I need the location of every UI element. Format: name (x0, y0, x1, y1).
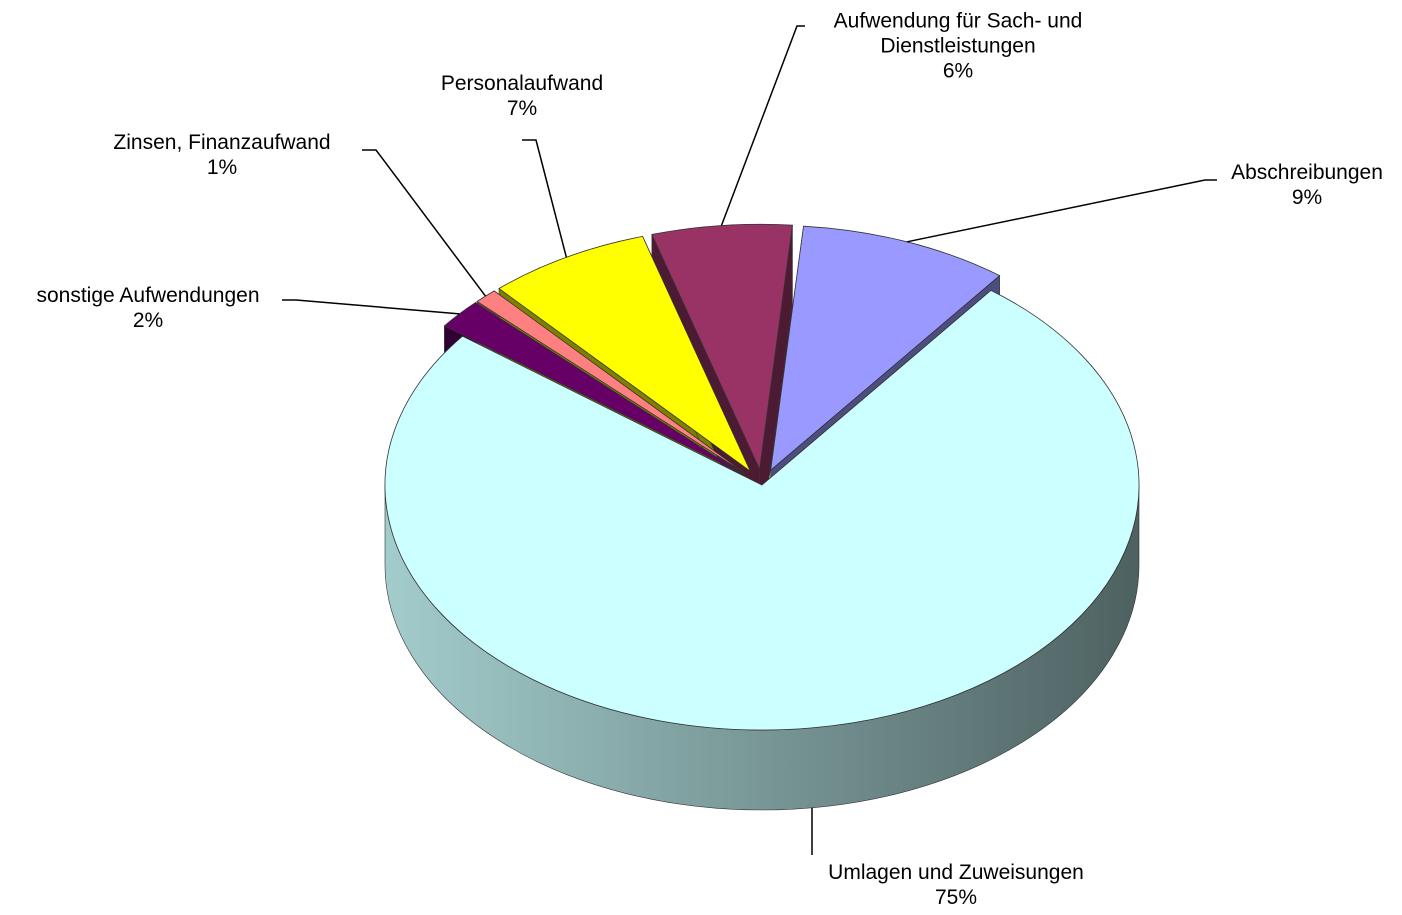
leader-line (720, 25, 805, 226)
label-name: Abschreibungen (1231, 161, 1383, 184)
label-name: Personalaufwand (440, 72, 604, 95)
label-value: 6% (942, 59, 974, 83)
slice-label: Umlagen und Zuweisungen 75% (776, 860, 1136, 910)
slice (498, 235, 752, 473)
label-name: sonstige Aufwendungen (36, 284, 260, 307)
leader-line (362, 149, 487, 297)
label-value: 2% (132, 309, 164, 332)
leader-line (522, 139, 568, 258)
leader-line (282, 299, 460, 315)
slice-label: sonstige Aufwendungen 2% (0, 283, 298, 333)
slice-label: Aufwendung für Sach- und Dienstleistunge… (798, 9, 1118, 84)
leader-line (906, 179, 1217, 243)
label-name: Aufwendung für Sach- und Dienstleistunge… (833, 9, 1083, 58)
slice (384, 289, 1140, 731)
label-name: Zinsen, Finanzaufwand (113, 131, 331, 154)
label-name: Umlagen und Zuweisungen (828, 861, 1084, 884)
label-value: 75% (934, 886, 978, 909)
label-value: 7% (506, 97, 538, 120)
slice (476, 290, 746, 474)
label-value: 1% (206, 156, 238, 179)
slice (651, 223, 793, 471)
slice-label: Abschreibungen 9% (1177, 160, 1402, 210)
slice-label: Zinsen, Finanzaufwand 1% (72, 130, 372, 180)
label-value: 9% (1291, 186, 1323, 209)
slice-label: Personalaufwand 7% (402, 71, 642, 121)
slice (443, 302, 745, 475)
